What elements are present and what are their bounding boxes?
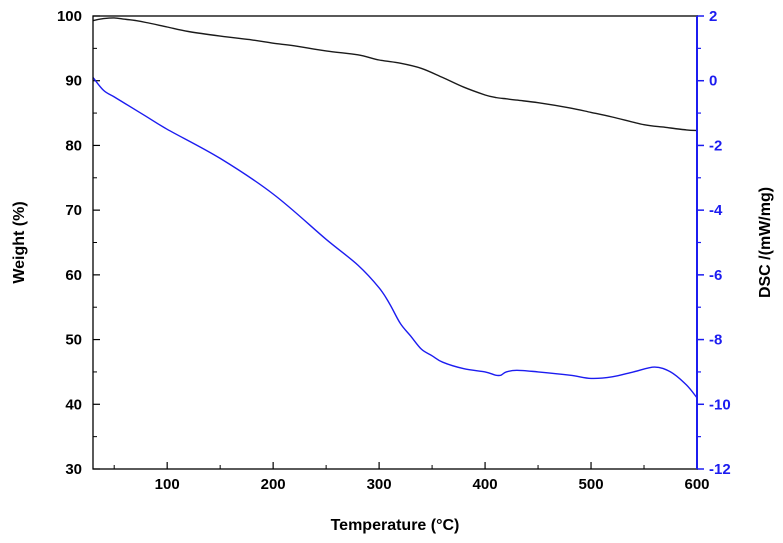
y2-tick-label: 2 [709,8,717,25]
y2-tick-label: 0 [709,73,717,90]
y2-tick-label: -4 [709,202,723,219]
x-axis-ticks: 100 200 300 400 500 600 [113,462,710,493]
y-axis-right-label: DSC /(mW/mg) [757,187,774,298]
y-axis-left-label: Weight (%) [11,201,28,283]
y-tick-label: 80 [65,137,82,154]
series-line-dsc [92,77,698,399]
y-tick-label: 30 [65,461,82,478]
series-layer [92,17,698,399]
y-tick-label: 50 [65,332,82,349]
y2-tick-label: -6 [709,267,722,284]
y2-tick-label: -12 [709,461,731,478]
x-tick-label: 200 [261,476,286,493]
y2-tick-label: -10 [709,396,731,413]
x-tick-label: 300 [367,476,392,493]
x-tick-label: 600 [684,476,709,493]
y2-tick-label: -8 [709,332,722,349]
y-tick-label: 60 [65,267,82,284]
y-axis-right-ticks: -12 -10 -8 -6 -4 -2 0 2 [697,8,731,478]
series-line-weight [92,17,698,132]
x-tick-label: 500 [579,476,604,493]
y-tick-label: 70 [65,202,82,219]
x-tick-label: 400 [473,476,498,493]
x-axis-label: Temperature (°C) [331,517,460,534]
plot-frame [92,15,698,470]
y-tick-label: 90 [65,73,82,90]
y-tick-label: 40 [65,396,82,413]
y2-tick-label: -2 [709,137,722,154]
x-tick-label: 100 [155,476,180,493]
y-tick-label: 100 [57,8,82,25]
